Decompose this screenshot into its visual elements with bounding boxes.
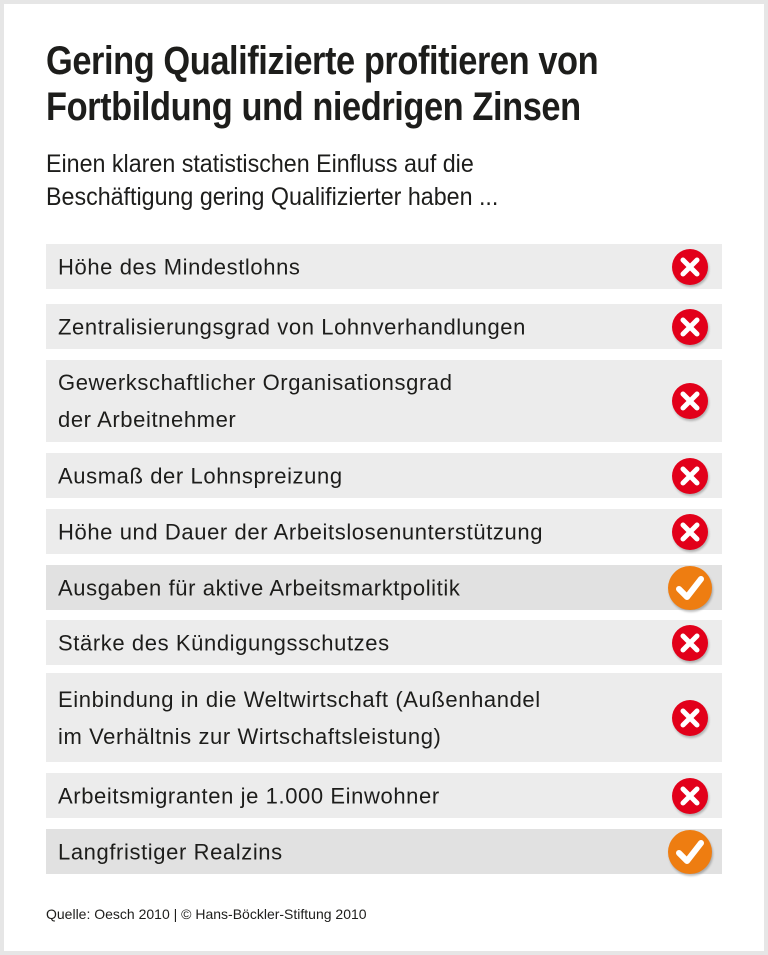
check-icon <box>668 829 712 874</box>
cross-icon <box>672 308 708 345</box>
factor-label: Ausgaben für aktive Arbeitsmarktpolitik <box>58 575 461 600</box>
factor-row: Arbeitsmigranten je 1.000 Einwohner <box>46 773 722 818</box>
factor-row: Gewerkschaftlicher Organisationsgrad der… <box>46 360 722 442</box>
factor-row: Einbindung in die Weltwirtschaft (Außenh… <box>46 673 722 762</box>
subtitle-line-1: Einen klaren statistischen Einfluss auf … <box>46 150 474 178</box>
factor-row: Ausmaß der Lohnspreizung <box>46 453 722 498</box>
factor-label: Höhe und Dauer der Arbeitslosenunterstüt… <box>58 519 544 544</box>
factor-label: Gewerkschaftlicher Organisationsgrad der… <box>58 370 453 432</box>
cross-icon <box>672 624 708 661</box>
title-line-1: Gering Qualifizierte profitieren von <box>46 39 599 83</box>
cross-icon <box>672 248 708 285</box>
factor-label: Stärke des Kündigungsschutzes <box>58 630 390 655</box>
page-title: Gering Qualifizierte profitieren von For… <box>46 38 599 130</box>
cross-icon <box>672 457 708 494</box>
factor-row: Ausgaben für aktive Arbeitsmarktpolitik <box>46 565 722 610</box>
factor-label: Ausmaß der Lohnspreizung <box>58 463 343 488</box>
cross-icon <box>672 699 708 736</box>
cross-icon <box>672 513 708 550</box>
subtitle: Einen klaren statistischen Einfluss auf … <box>46 148 498 214</box>
factor-row: Zentralisierungsgrad von Lohnverhandlung… <box>46 304 722 349</box>
cross-icon <box>672 777 708 814</box>
factor-label: Höhe des Mindestlohns <box>58 254 301 279</box>
title-line-2: Fortbildung und niedrigen Zinsen <box>46 85 581 129</box>
factor-row: Stärke des Kündigungsschutzes <box>46 620 722 665</box>
check-icon <box>668 565 712 610</box>
source-footer: Quelle: Oesch 2010 | © Hans-Böckler-Stif… <box>46 906 367 922</box>
factor-label: Einbindung in die Weltwirtschaft (Außenh… <box>58 686 541 749</box>
subtitle-line-2: Beschäftigung gering Qualifizierter habe… <box>46 183 499 211</box>
factor-row: Langfristiger Realzins <box>46 829 722 874</box>
factor-row: Höhe und Dauer der Arbeitslosenunterstüt… <box>46 509 722 554</box>
cross-icon <box>672 383 708 419</box>
factor-row: Höhe des Mindestlohns <box>46 244 722 289</box>
factor-label: Zentralisierungsgrad von Lohnverhandlung… <box>58 314 526 339</box>
factor-label: Langfristiger Realzins <box>58 839 283 864</box>
factor-label: Arbeitsmigranten je 1.000 Einwohner <box>58 783 440 808</box>
